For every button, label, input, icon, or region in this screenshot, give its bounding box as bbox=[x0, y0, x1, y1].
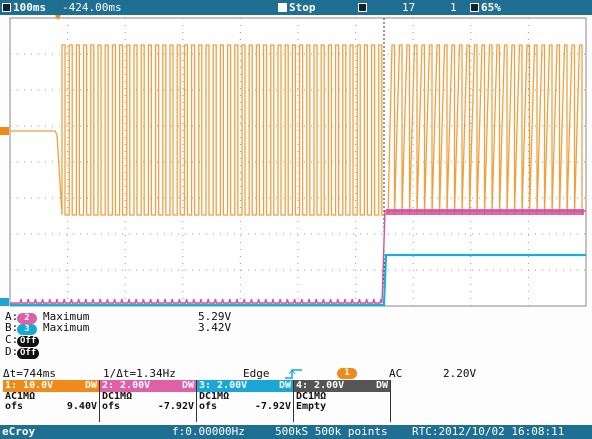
stop-icon bbox=[278, 3, 287, 12]
delta-t-readout: Δt=744ms bbox=[3, 367, 56, 380]
measurement-row-a[interactable]: A: 2 Maximum 5.29V bbox=[5, 310, 232, 324]
menu-icon bbox=[2, 3, 11, 12]
cursor-trigger-readout: Δt=744ms 1/Δt=1.34Hz Edge 1 AC 2.20V bbox=[3, 368, 589, 380]
measurement-row-b[interactable]: B: 3 Maximum 3.42V bbox=[5, 321, 232, 335]
rising-edge-icon bbox=[285, 368, 303, 383]
channel-3-box[interactable]: 3: 2.00V DW DC1MΩ ofs -7.92V bbox=[197, 380, 294, 422]
channel-descriptor-boxes: 1: 10.0V DW AC1MΩ ofs 9.40V 2: 2.00V DW DC1… bbox=[3, 380, 391, 422]
channel-2-box[interactable]: 2: 2.00V DW DC1MΩ ofs -7.92V bbox=[100, 380, 197, 422]
bottom-status-bar: eCroy f:0.00000Hz 500kS 500k points RTC:… bbox=[0, 425, 592, 439]
measurement-panel: A: 2 Maximum 5.29V B: 3 Maximum 3.42V C: Off D:… bbox=[0, 310, 592, 375]
run-stop-button[interactable]: Stop bbox=[278, 0, 316, 15]
channel-1-ground-marker bbox=[0, 127, 9, 135]
timebase-readout[interactable]: 100ms bbox=[2, 0, 46, 15]
capture-count: 17 bbox=[402, 1, 416, 14]
camera-icon[interactable] bbox=[358, 0, 369, 15]
sample-rate: 500kS 500k points bbox=[275, 425, 388, 438]
channel-badge: 2 bbox=[17, 313, 37, 324]
channel-4-box[interactable]: 4: 2.00V DW DC1MΩ Empty bbox=[294, 380, 391, 422]
off-badge: Off bbox=[17, 348, 40, 359]
memory-indicator: 65% bbox=[470, 0, 501, 15]
waveform-display[interactable] bbox=[0, 15, 592, 310]
channel-1-box[interactable]: 1: 10.0V DW AC1MΩ ofs 9.40V bbox=[3, 380, 100, 422]
trigger-level[interactable]: 2.20V bbox=[443, 367, 477, 380]
measurement-row-c[interactable]: C: Off bbox=[5, 333, 40, 347]
delay-readout[interactable]: -424.00ms bbox=[62, 1, 122, 14]
channel-2-trace bbox=[10, 210, 586, 304]
channel-2-noise-band bbox=[386, 209, 584, 215]
top-status-bar: 100ms -424.00ms Stop 17 1 65% bbox=[0, 0, 592, 15]
measurement-row-d[interactable]: D: Off bbox=[5, 345, 40, 359]
real-time-clock: RTC:2012/10/02 16:08:11 bbox=[412, 425, 565, 438]
trigger-position-marker bbox=[55, 15, 61, 20]
brand-logo: eCroy bbox=[2, 425, 36, 438]
channel-badge: 3 bbox=[17, 324, 37, 335]
memory-icon bbox=[470, 3, 479, 12]
waveform-svg bbox=[0, 15, 587, 307]
frequency-readout: 1/Δt=1.34Hz bbox=[103, 367, 176, 380]
trigger-coupling[interactable]: AC bbox=[389, 367, 403, 380]
channel-3-trace bbox=[10, 253, 586, 307]
channel-3-ground-marker bbox=[0, 298, 9, 306]
trigger-count: 1 bbox=[450, 1, 457, 14]
frequency-counter: f:0.00000Hz bbox=[172, 425, 245, 438]
trigger-type[interactable]: Edge bbox=[243, 367, 270, 380]
off-badge: Off bbox=[17, 336, 40, 347]
channel-1-trace bbox=[10, 44, 384, 216]
